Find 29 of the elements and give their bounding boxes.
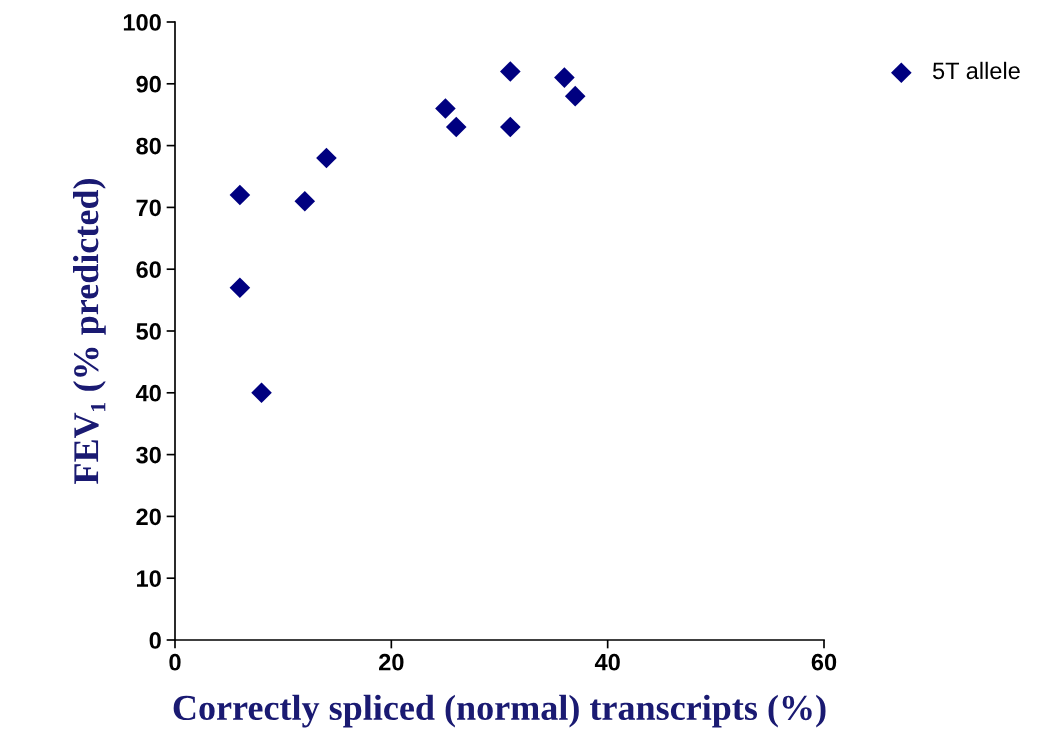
y-axis-title: FEV₁ (% predicted): [73, 179, 106, 484]
point: [445, 116, 467, 138]
point: [554, 67, 575, 88]
point: [229, 277, 251, 299]
point: [316, 147, 337, 169]
y-tick-label: 40: [135, 384, 161, 402]
point: [251, 382, 272, 404]
point: [294, 190, 316, 212]
y-tick-label: 50: [136, 323, 161, 340]
point: [564, 85, 586, 107]
point: [500, 61, 521, 82]
x-tick-label: 60: [811, 653, 837, 671]
y-tick-label: 60: [136, 261, 161, 278]
x-tick-label: 0: [169, 653, 181, 671]
y-tick-label: 70: [136, 199, 161, 217]
y-tick-label: 100: [123, 14, 161, 31]
x-axis-title: Correctly spliced (normal) transcripts (%): [173, 694, 826, 728]
point: [435, 98, 456, 119]
y-tick-label: 20: [136, 508, 161, 526]
y-tick-label: 30: [136, 446, 161, 464]
y-tick-label: 0: [149, 632, 161, 649]
point: [500, 116, 521, 138]
x-tick-label: 40: [594, 653, 620, 671]
legend-label: 5T allele: [932, 61, 1020, 80]
x-tick-label: 20: [379, 653, 404, 671]
y-tick-label: 10: [137, 570, 161, 587]
y-tick-label: 80: [136, 137, 161, 155]
point: [229, 184, 251, 206]
y-tick-label: 90: [136, 75, 161, 93]
